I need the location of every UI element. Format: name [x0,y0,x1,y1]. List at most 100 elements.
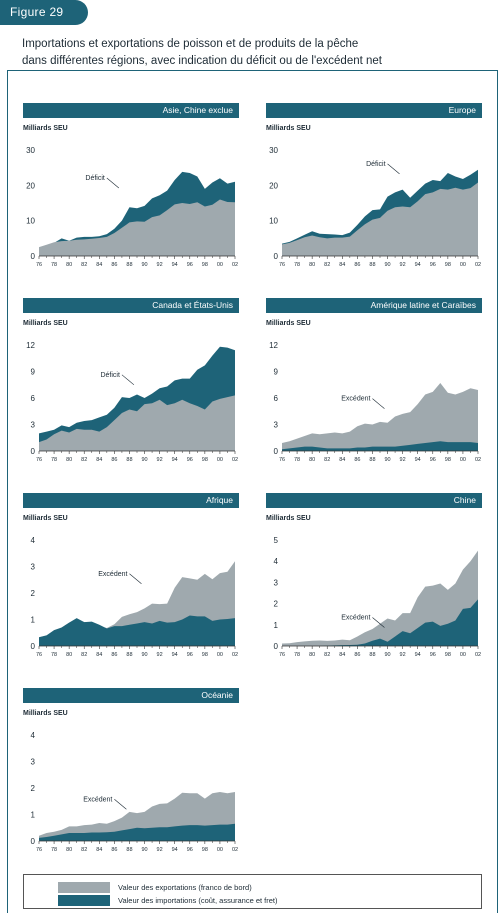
chart-3-xtick: 84 [96,457,102,463]
chart-4-xtick: 94 [415,457,421,463]
chart-7-xtick: 76 [36,847,42,853]
chart-2-ylabel: Milliards SEU [266,125,311,132]
chart-6-xtick: 78 [294,652,300,658]
chart-4-xtick: 80 [309,457,315,463]
chart-4-xtick: 92 [400,457,406,463]
chart-3-annotation-leader [121,374,135,386]
chart-4-series-exports-area [282,382,478,451]
chart-3-series-exports-area [39,395,235,451]
chart-6-xtick: 84 [339,652,345,658]
chart-6-svg: Milliards SEU 0 1 2 3 4 5 76 78 80 82 84 86 88 90 92 94 9… [266,515,481,658]
chart-6-title: Chine [266,493,482,508]
chart-6-xtick: 92 [400,652,406,658]
chart-1-xtick: 78 [51,262,57,268]
chart-2-xtick: 84 [339,262,345,268]
figure-label: Figure 29 [0,0,88,25]
chart-5-xtick: 92 [157,652,163,658]
chart-2-ytick: 30 [269,146,278,155]
chart-3-xtick: 00 [217,457,223,463]
chart-7-xtick: 92 [157,847,163,853]
chart-2-xtick: 00 [460,262,466,268]
chart-6-xtick: 76 [279,652,285,658]
chart-1-ylabel: Milliards SEU [23,125,68,132]
chart-1-annotation-leader [106,177,120,189]
chart-4-annotation-leader [372,398,385,409]
chart-5-ytick: 0 [31,642,36,651]
chart-1-ytick: 0 [31,252,36,261]
chart-2-xtick: 82 [324,262,330,268]
chart-5-xtick: 94 [172,652,178,658]
chart-5-xtick: 86 [111,652,117,658]
chart-6-xtick: 96 [430,652,436,658]
chart-1-xtick: 98 [202,262,208,268]
chart-1-ytick: 10 [26,217,35,226]
chart-4-xtick: 78 [294,457,300,463]
chart-3-xtick: 96 [187,457,193,463]
chart-2-xtick: 88 [369,262,375,268]
chart-3-ylabel: Milliards SEU [23,320,68,327]
chart-2-xtick: 02 [475,262,481,268]
chart-3-xtick: 92 [157,457,163,463]
chart-1-xtick: 88 [126,262,132,268]
chart-7-ytick: 2 [31,784,36,793]
chart-4-annotation: Excédent [341,396,370,403]
chart-5-ytick: 3 [31,563,36,572]
chart-7-svg: Milliards SEU 0 1 2 3 4 76 78 80 82 84 86 88 90 92 94 96… [23,710,238,853]
chart-5-xtick: 80 [66,652,72,658]
chart-3-ytick: 9 [31,368,36,377]
chart-6-xtick: 86 [354,652,360,658]
figure-frame [7,70,498,913]
chart-4-xtick: 98 [445,457,451,463]
legend-label-exports: Valeur des exportations (franco de bord) [118,883,252,892]
chart-3-xtick: 90 [141,457,147,463]
chart-3-xtick: 78 [51,457,57,463]
chart-4-ytick: 12 [269,341,278,350]
chart-2-title: Europe [266,103,482,118]
chart-3-title: Canada et États-Unis [23,298,239,313]
chart-5-svg: Milliards SEU 0 1 2 3 4 76 78 80 82 84 86 88 90 92 94 96… [23,515,238,658]
chart-1-svg: Milliards SEU 0 10 20 30 76 78 80 82 84 86 88 90 92 94… [23,125,238,268]
chart-3-annotation: Déficit [100,372,120,379]
legend-swatch-imports [58,895,110,906]
chart-6-series-exports-area [282,550,478,646]
chart-1-xtick: 92 [157,262,163,268]
chart-5-ytick: 1 [31,616,36,625]
chart-3-xtick: 82 [81,457,87,463]
figure-title-line1: Importations et exportations de poisson … [22,38,359,50]
chart-1-xtick: 82 [81,262,87,268]
chart-5-annotation: Excédent [98,571,127,578]
chart-5-xtick: 98 [202,652,208,658]
chart-1-xtick: 00 [217,262,223,268]
chart-2-xtick: 80 [309,262,315,268]
chart-5-xtick: 96 [187,652,193,658]
chart-2-ytick: 20 [269,181,278,190]
chart-1-series-exports-area [39,199,235,256]
chart-5-ylabel: Milliards SEU [23,515,68,522]
chart-7-xtick: 78 [51,847,57,853]
chart-7-xtick: 84 [96,847,102,853]
figure-title: Importations et exportations de poisson … [22,36,482,70]
chart-6-xtick: 80 [309,652,315,658]
chart-6-ytick: 3 [274,578,279,587]
chart-6-ytick: 0 [274,642,279,651]
chart-7-ytick: 0 [31,837,36,846]
chart-7-ytick: 4 [31,731,36,740]
chart-4-xtick: 84 [339,457,345,463]
chart-7-xtick: 80 [66,847,72,853]
chart-2-annotation-leader [387,163,400,175]
chart-4-xtick: 86 [354,457,360,463]
chart-7-xtick: 98 [202,847,208,853]
chart-3-xtick: 02 [232,457,238,463]
chart-7-title: Océanie [23,688,239,703]
chart-6-ytick: 1 [274,621,279,630]
chart-4-xtick: 02 [475,457,481,463]
chart-4-ylabel: Milliards SEU [266,320,311,327]
chart-4-xtick: 82 [324,457,330,463]
chart-3-xtick: 98 [202,457,208,463]
chart-5-series-imports-area [39,615,235,646]
chart-6-xtick: 00 [460,652,466,658]
chart-5-xtick: 76 [36,652,42,658]
chart-5-ytick: 2 [31,589,36,598]
chart-5-ytick: 4 [31,536,36,545]
chart-5-xtick: 90 [141,652,147,658]
